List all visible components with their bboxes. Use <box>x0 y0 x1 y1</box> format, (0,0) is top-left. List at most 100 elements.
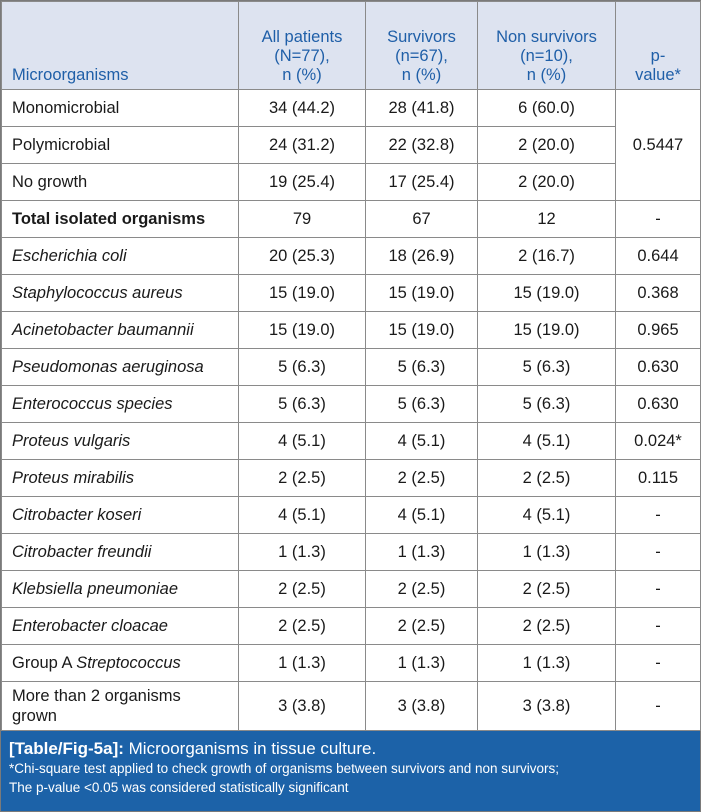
cell-non-survivors: 4 (5.1) <box>477 496 616 534</box>
header-all-line1: All patients <box>261 28 343 46</box>
cell-survivors: 2 (2.5) <box>365 570 478 608</box>
cell-non-survivors: 12 <box>477 200 616 238</box>
header-surv-line2: (n=67), <box>395 47 448 65</box>
table-row: Pseudomonas aeruginosa 5 (6.3) 5 (6.3) 5… <box>1 348 701 386</box>
header-non-survivors: Non survivors (n=10), n (%) <box>477 1 616 90</box>
cell-all: 2 (2.5) <box>238 607 366 645</box>
cell-non-survivors: 3 (3.8) <box>477 681 616 731</box>
cell-survivors: 18 (26.9) <box>365 237 478 275</box>
header-all-patients: All patients (N=77), n (%) <box>238 1 366 90</box>
cell-p-value: 0.115 <box>615 459 701 497</box>
row-label: Proteus vulgaris <box>1 422 239 460</box>
header-surv-line3: n (%) <box>401 66 442 84</box>
cell-p-value: - <box>615 644 701 682</box>
header-all-line2: (N=77), <box>274 47 330 65</box>
cell-all: 15 (19.0) <box>238 274 366 312</box>
row-label-italic: Streptococcus <box>76 653 181 672</box>
cell-non-survivors: 1 (1.3) <box>477 533 616 571</box>
caption-tag: [Table/Fig-5a]: <box>9 739 124 758</box>
cell-all: 1 (1.3) <box>238 644 366 682</box>
table-row: Enterobacter cloacae 2 (2.5) 2 (2.5) 2 (… <box>1 607 701 645</box>
cell-all: 20 (25.3) <box>238 237 366 275</box>
cell-non-survivors: 15 (19.0) <box>477 311 616 349</box>
row-label: Proteus mirabilis <box>1 459 239 497</box>
row-label: Enterococcus species <box>1 385 239 423</box>
table-row: No growth 19 (25.4) 17 (25.4) 2 (20.0) <box>1 163 701 201</box>
table-row: Monomicrobial 34 (44.2) 28 (41.8) 6 (60.… <box>1 89 701 201</box>
cell-non-survivors: 4 (5.1) <box>477 422 616 460</box>
cell-survivors: 3 (3.8) <box>365 681 478 731</box>
cell-all: 15 (19.0) <box>238 311 366 349</box>
cell-all: 5 (6.3) <box>238 348 366 386</box>
header-p-value: p- value* <box>615 1 701 90</box>
cell-p-value: 0.630 <box>615 385 701 423</box>
row-label: Escherichia coli <box>1 237 239 275</box>
table-row: Group A Streptococcus 1 (1.3) 1 (1.3) 1 … <box>1 644 701 682</box>
row-label-line2: grown <box>12 707 57 725</box>
caption-title-line: [Table/Fig-5a]: Microorganisms in tissue… <box>9 739 692 759</box>
cell-survivors: 5 (6.3) <box>365 385 478 423</box>
table-row: Citrobacter freundii 1 (1.3) 1 (1.3) 1 (… <box>1 533 701 571</box>
cell-survivors: 4 (5.1) <box>365 496 478 534</box>
cell-non-survivors: 2 (2.5) <box>477 607 616 645</box>
cell-all: 24 (31.2) <box>238 126 366 164</box>
cell-p-value: - <box>615 681 701 731</box>
cell-p-value: - <box>615 200 701 238</box>
cell-p-value: - <box>615 607 701 645</box>
header-non-line2: (n=10), <box>520 47 573 65</box>
table-row: More than 2 organisms grown 3 (3.8) 3 (3.… <box>1 681 701 731</box>
cell-non-survivors: 2 (2.5) <box>477 459 616 497</box>
cell-survivors: 22 (32.8) <box>365 126 478 164</box>
cell-all: 79 <box>238 200 366 238</box>
row-label: Klebsiella pneumoniae <box>1 570 239 608</box>
cell-survivors: 1 (1.3) <box>365 644 478 682</box>
cell-p-value: - <box>615 570 701 608</box>
cell-non-survivors: 5 (6.3) <box>477 385 616 423</box>
cell-all: 19 (25.4) <box>238 163 366 201</box>
cell-p-value: 0.965 <box>615 311 701 349</box>
cell-survivors: 17 (25.4) <box>365 163 478 201</box>
row-label: Citrobacter freundii <box>1 533 239 571</box>
table-row: Klebsiella pneumoniae 2 (2.5) 2 (2.5) 2 … <box>1 570 701 608</box>
header-survivors: Survivors (n=67), n (%) <box>365 1 478 90</box>
cell-non-survivors: 1 (1.3) <box>477 644 616 682</box>
cell-all: 1 (1.3) <box>238 533 366 571</box>
row-label: Pseudomonas aeruginosa <box>1 348 239 386</box>
cell-survivors: 2 (2.5) <box>365 607 478 645</box>
row-label: Enterobacter cloacae <box>1 607 239 645</box>
table-row: Acinetobacter baumannii 15 (19.0) 15 (19… <box>1 311 701 349</box>
row-label: Monomicrobial <box>1 89 239 127</box>
cell-all: 4 (5.1) <box>238 422 366 460</box>
table-row: Total isolated organisms 79 67 12 - <box>1 200 701 238</box>
cell-survivors: 1 (1.3) <box>365 533 478 571</box>
table-row: Proteus vulgaris 4 (5.1) 4 (5.1) 4 (5.1)… <box>1 422 701 460</box>
microorganisms-table: Microorganisms All patients (N=77), n (%… <box>1 1 701 731</box>
cell-all: 2 (2.5) <box>238 570 366 608</box>
cell-survivors: 28 (41.8) <box>365 89 478 127</box>
table-row: Enterococcus species 5 (6.3) 5 (6.3) 5 (… <box>1 385 701 423</box>
cell-non-survivors: 2 (20.0) <box>477 126 616 164</box>
header-microorganisms: Microorganisms <box>1 1 239 90</box>
header-row: Microorganisms All patients (N=77), n (%… <box>1 1 701 90</box>
caption-note-2: The p-value <0.05 was considered statist… <box>9 780 349 795</box>
header-p-line2: value* <box>635 66 681 84</box>
table-row: Proteus mirabilis 2 (2.5) 2 (2.5) 2 (2.5… <box>1 459 701 497</box>
cell-survivors: 67 <box>365 200 478 238</box>
cell-survivors: 15 (19.0) <box>365 311 478 349</box>
cell-p-value: 0.644 <box>615 237 701 275</box>
cell-all: 5 (6.3) <box>238 385 366 423</box>
row-label-line1: More than 2 organisms <box>12 687 181 705</box>
cell-survivors: 2 (2.5) <box>365 459 478 497</box>
cell-p-value: - <box>615 533 701 571</box>
header-all-line3: n (%) <box>282 66 322 84</box>
cell-non-survivors: 15 (19.0) <box>477 274 616 312</box>
caption-note-1: *Chi-square test applied to check growth… <box>9 761 560 776</box>
row-label: More than 2 organisms grown <box>1 681 239 731</box>
cell-non-survivors: 2 (20.0) <box>477 163 616 201</box>
cell-p-value: - <box>615 496 701 534</box>
caption-title: Microorganisms in tissue culture. <box>123 739 377 758</box>
cell-all: 34 (44.2) <box>238 89 366 127</box>
header-surv-line1: Survivors <box>387 28 456 46</box>
table-row: Polymicrobial 24 (31.2) 22 (32.8) 2 (20.… <box>1 126 701 164</box>
